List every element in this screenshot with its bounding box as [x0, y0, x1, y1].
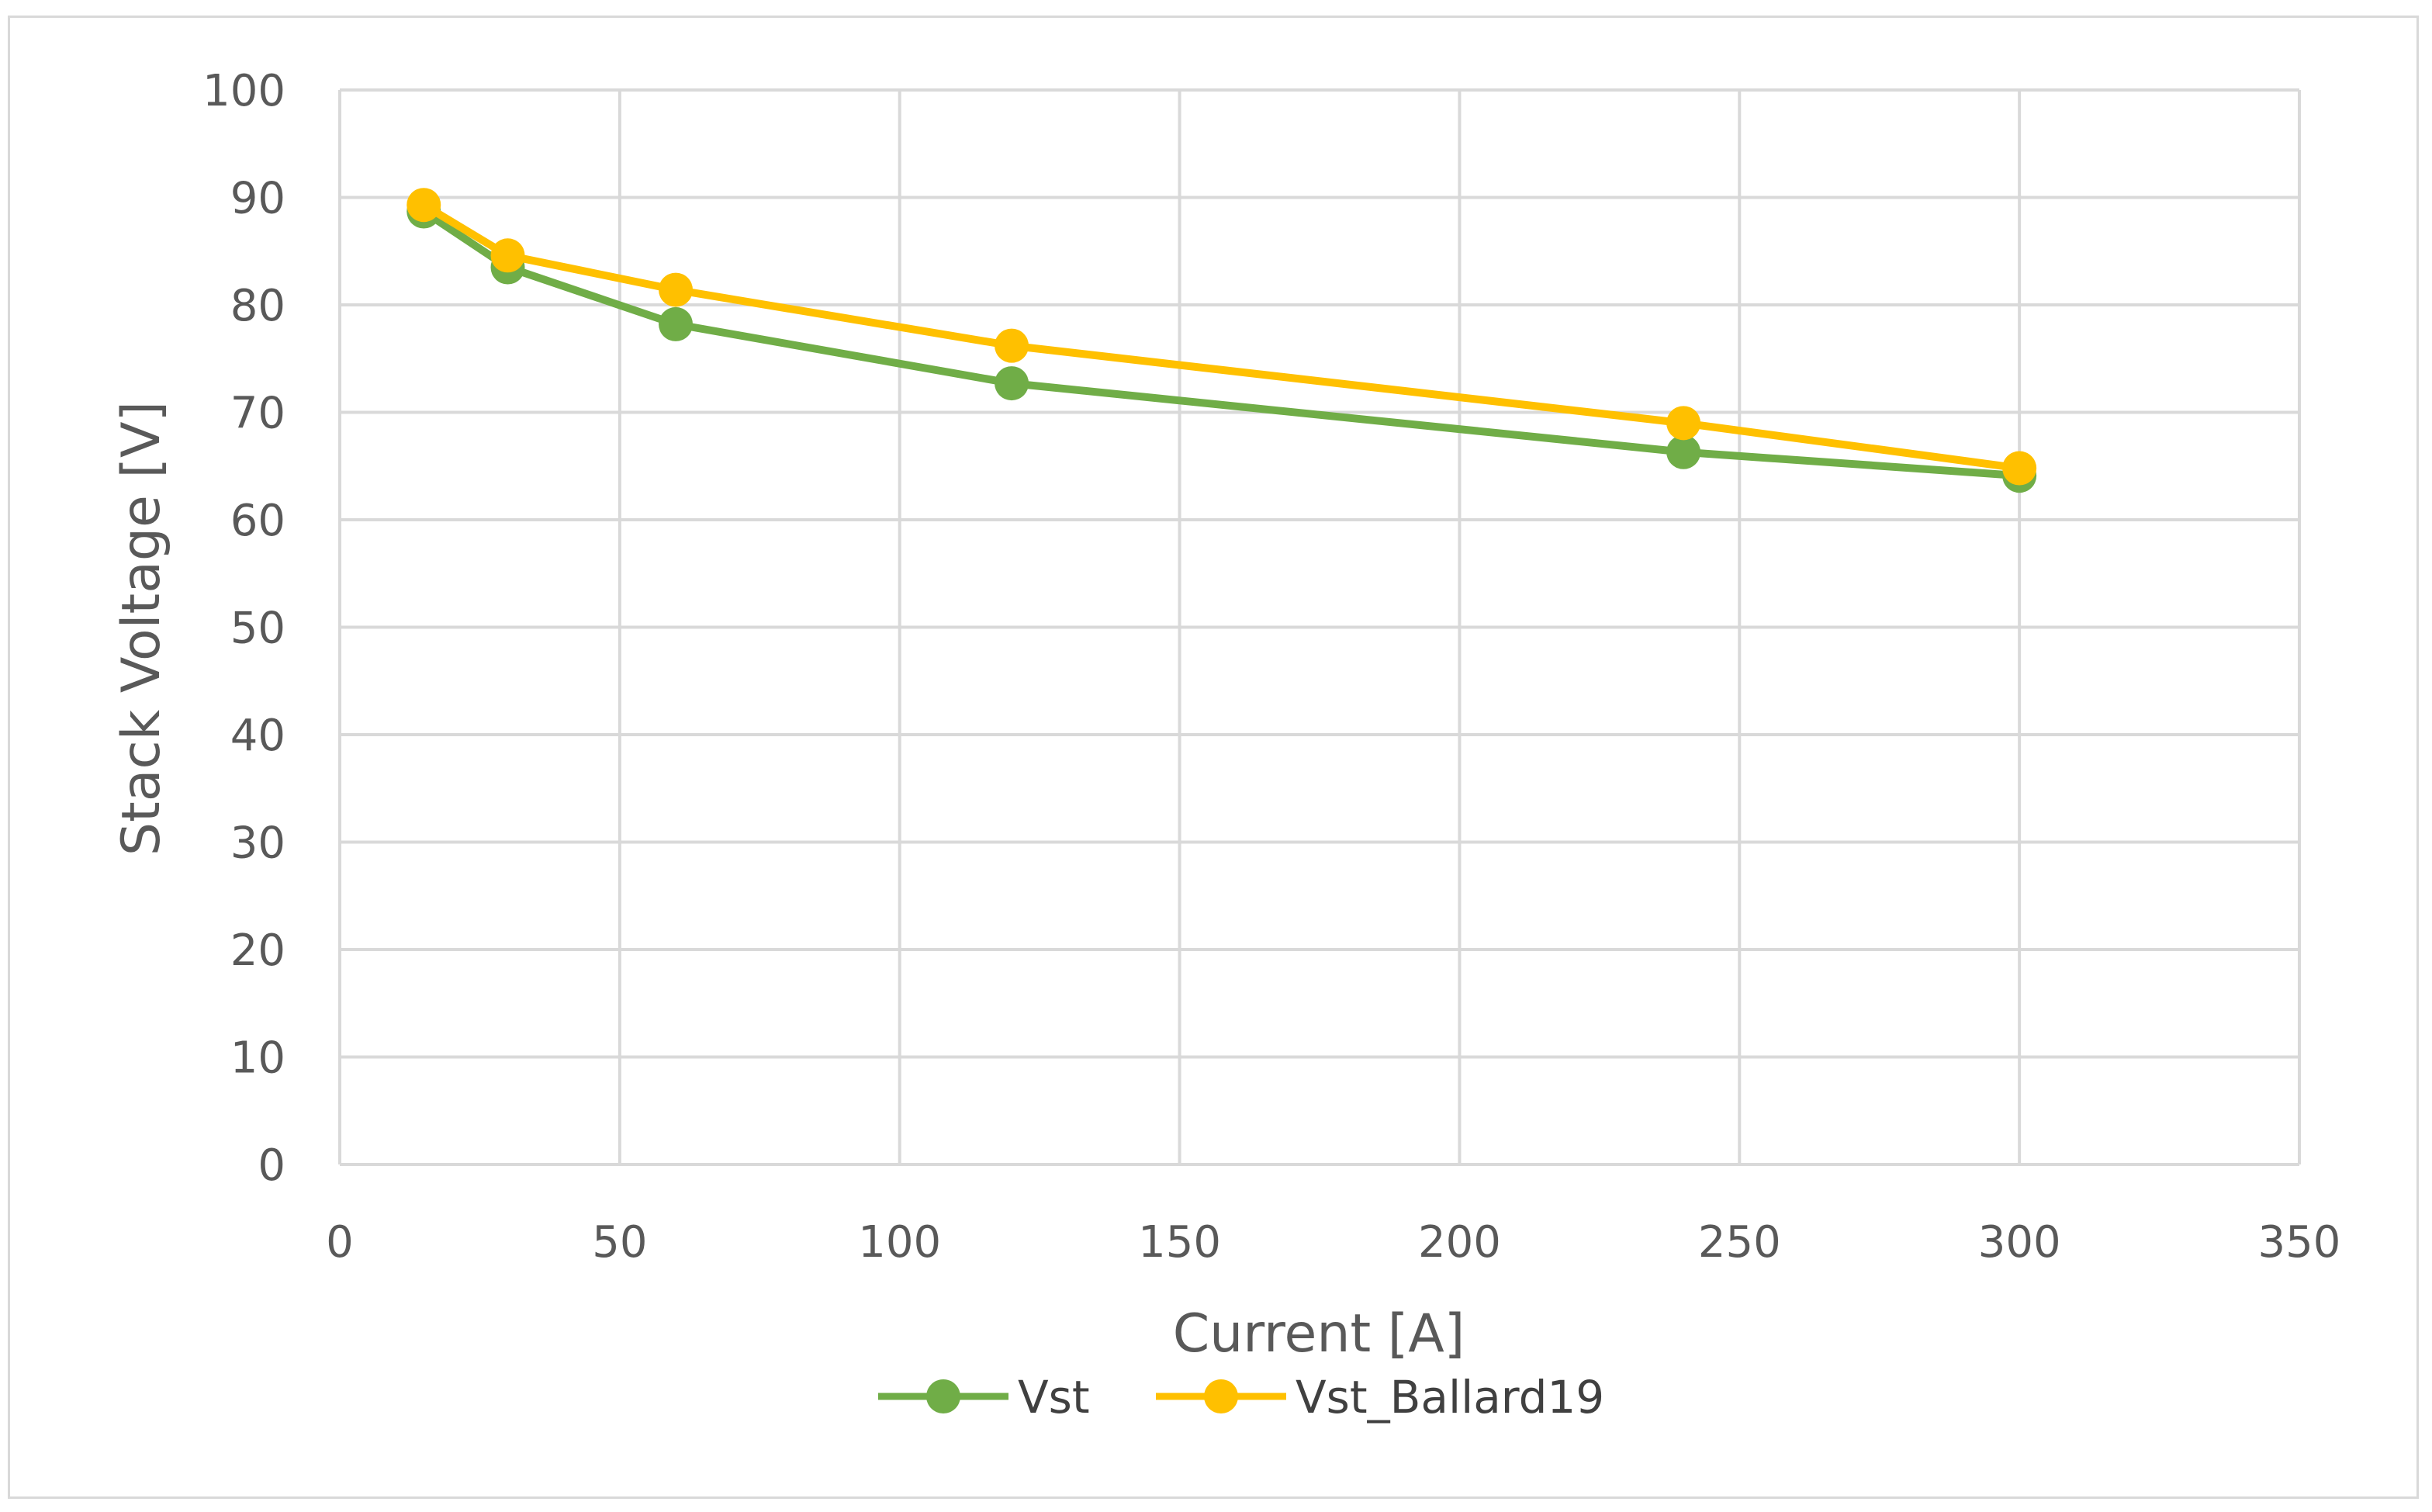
- y-tick-label: 90: [230, 174, 285, 224]
- x-axis-title: Current [A]: [1173, 1303, 1465, 1365]
- data-point-vst-ballard19: [490, 238, 525, 273]
- y-tick-label: 30: [230, 818, 285, 869]
- x-tick-label: 200: [1418, 1217, 1501, 1268]
- y-tick-label: 100: [202, 66, 285, 116]
- x-tick-label: 250: [1698, 1217, 1781, 1268]
- data-point-vst-ballard19: [2002, 451, 2037, 486]
- data-point-vst-ballard19: [659, 272, 694, 307]
- chart-frame: [8, 16, 2419, 1499]
- y-tick-label: 60: [230, 496, 285, 546]
- x-tick-labels: 0 50 100 150 200 250 300 350: [326, 1217, 2340, 1268]
- x-tick-label: 0: [326, 1217, 354, 1268]
- legend-marker-vst-ballard19: [1204, 1379, 1238, 1413]
- gridlines: [338, 88, 2301, 1166]
- y-tick-label: 40: [230, 711, 285, 761]
- data-point-vst-ballard19: [1666, 406, 1701, 441]
- data-point-vst: [1666, 434, 1701, 469]
- series-line-vst-ballard19: [420, 201, 2024, 472]
- series-layer: [406, 188, 2037, 493]
- x-tick-label: 300: [1978, 1217, 2061, 1268]
- y-axis-title: Stack Voltage [V]: [111, 401, 172, 856]
- x-tick-label: 350: [2258, 1217, 2341, 1268]
- y-tick-label: 20: [230, 926, 285, 976]
- x-tick-label: 50: [592, 1217, 647, 1268]
- y-tick-label: 80: [230, 281, 285, 331]
- legend: Vst Vst_Ballard19: [878, 1371, 1604, 1424]
- y-tick-labels: 0 10 20 30 40 50 60 70 80 90 100: [202, 66, 285, 1191]
- y-tick-label: 0: [258, 1140, 285, 1191]
- y-tick-label: 50: [230, 604, 285, 654]
- legend-label-vst-ballard19: Vst_Ballard19: [1296, 1371, 1604, 1424]
- y-tick-label: 70: [230, 389, 285, 439]
- data-point-vst-ballard19: [995, 328, 1029, 363]
- y-tick-label: 10: [230, 1033, 285, 1084]
- legend-label-vst: Vst: [1018, 1371, 1090, 1424]
- x-tick-label: 150: [1138, 1217, 1221, 1268]
- legend-marker-vst: [926, 1379, 960, 1413]
- data-point-vst: [659, 306, 694, 341]
- x-tick-label: 100: [858, 1217, 941, 1268]
- data-point-vst-ballard19: [406, 188, 441, 223]
- data-point-vst: [995, 366, 1029, 401]
